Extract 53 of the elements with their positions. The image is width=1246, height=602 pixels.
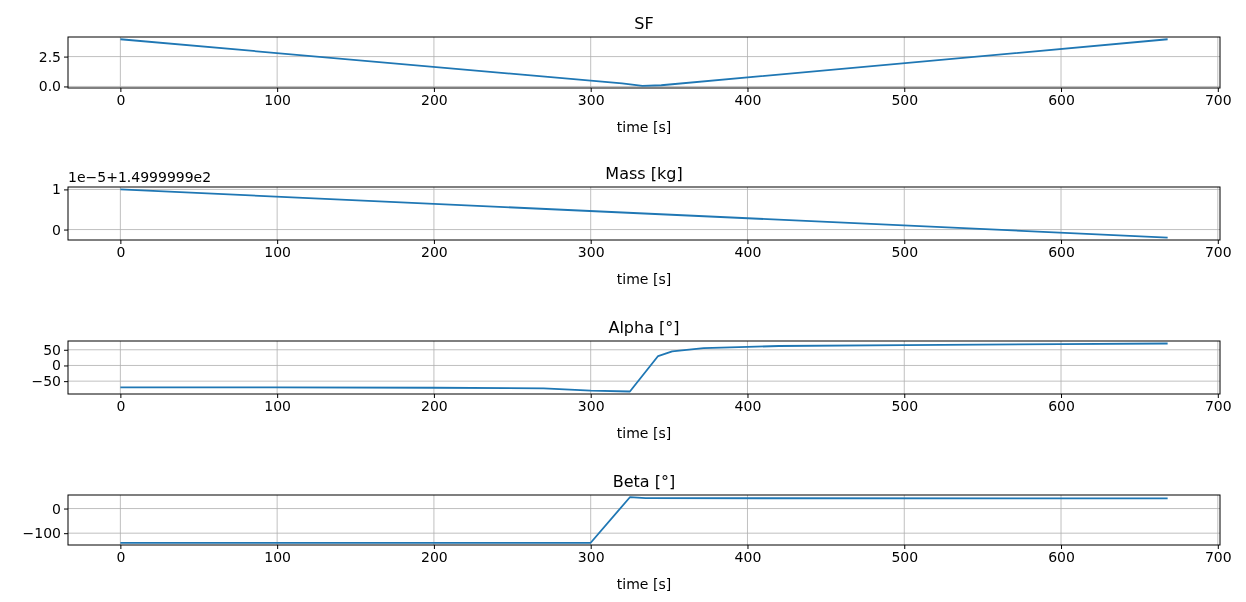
x-tick-label: 300 (577, 397, 605, 414)
chart-title: Mass [kg] (605, 164, 683, 183)
x-axis-title: time [s] (616, 271, 672, 287)
x-tick-label: 100 (264, 243, 292, 260)
x-tick-label: 700 (1204, 548, 1232, 565)
chart-title: Beta [°] (612, 472, 676, 491)
y-tick-label: 1 (52, 181, 61, 198)
x-tick-label: 600 (1048, 397, 1075, 414)
x-tick-label: 0 (116, 397, 126, 414)
x-tick-label: 0 (116, 91, 126, 108)
x-tick-label: 400 (734, 397, 762, 414)
x-tick-label: 300 (577, 548, 605, 565)
y-tick-label: 0 (52, 221, 61, 238)
line-series (119, 496, 1169, 544)
x-tick-label: 500 (891, 91, 919, 108)
y-tick-label: 50 (43, 341, 61, 358)
x-tick-label: 400 (734, 243, 762, 260)
x-tick-label: 500 (891, 243, 919, 260)
y-tick-label: −100 (22, 525, 61, 542)
x-tick-label: 500 (891, 397, 919, 414)
x-tick-label: 400 (734, 91, 762, 108)
x-tick-label: 0 (116, 548, 126, 565)
y-tick-label: 2.5 (38, 48, 61, 65)
x-tick-label: 700 (1204, 243, 1232, 260)
y-tick-label: 0 (52, 500, 61, 517)
x-tick-label: 400 (734, 548, 762, 565)
x-axis-title: time [s] (616, 119, 672, 135)
x-tick-label: 0 (116, 243, 126, 260)
x-axis-title: time [s] (616, 425, 672, 441)
y-tick-label: 0 (52, 357, 61, 374)
x-tick-label: 500 (891, 548, 919, 565)
y-tick-label: 0.0 (38, 78, 61, 95)
y-tick-label: −50 (31, 373, 61, 390)
x-tick-label: 200 (421, 91, 448, 108)
chart-title: SF (634, 14, 654, 33)
x-tick-label: 600 (1048, 548, 1075, 565)
x-tick-label: 200 (421, 548, 448, 565)
x-tick-label: 200 (421, 397, 448, 414)
x-tick-label: 700 (1204, 91, 1232, 108)
x-tick-label: 600 (1048, 91, 1075, 108)
x-tick-label: 700 (1204, 397, 1232, 414)
chart-title: Alpha [°] (608, 318, 680, 337)
line-series (119, 38, 1169, 87)
x-tick-label: 300 (577, 243, 605, 260)
x-tick-label: 100 (264, 397, 292, 414)
x-tick-label: 600 (1048, 243, 1075, 260)
x-tick-label: 100 (264, 91, 292, 108)
x-tick-label: 300 (577, 91, 605, 108)
text: 1e−5+1.4999999e2 (68, 169, 212, 185)
x-tick-label: 200 (421, 243, 448, 260)
x-axis-title: time [s] (616, 576, 672, 592)
line-series (119, 342, 1169, 393)
x-tick-label: 100 (264, 548, 292, 565)
